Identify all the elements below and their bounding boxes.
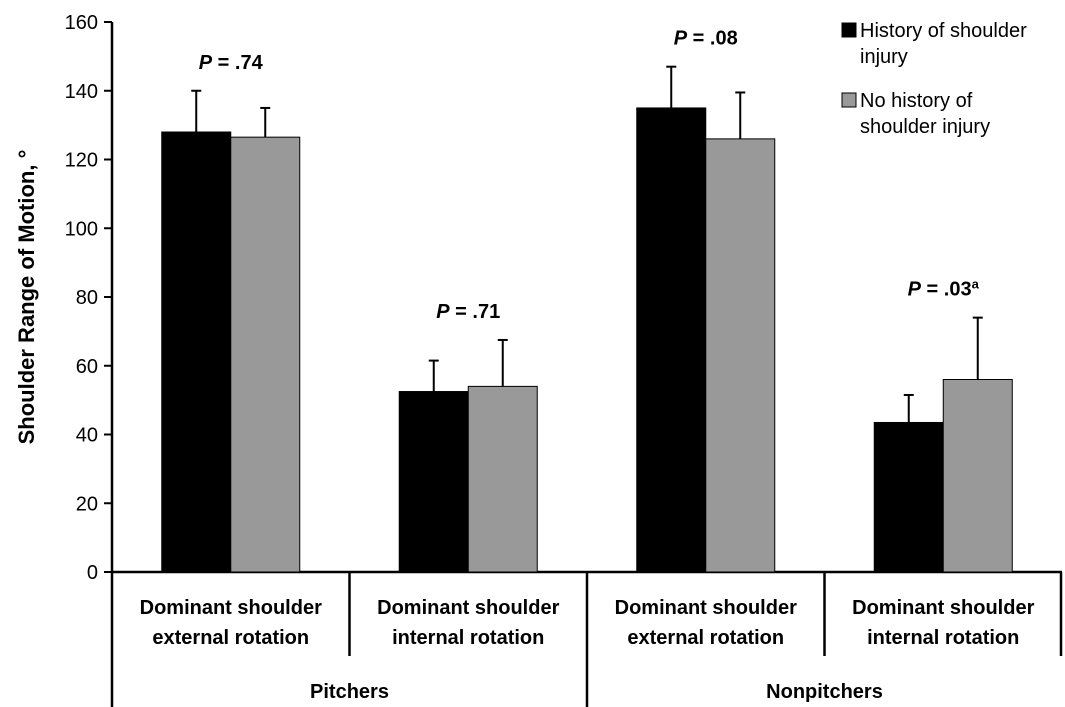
bar (161, 131, 232, 573)
category-label-line2: external rotation (152, 627, 309, 649)
y-axis-label: Shoulder Range of Motion, ° (14, 150, 39, 445)
y-tick-label: 160 (65, 12, 98, 34)
p-value-annotation: P = .71 (436, 301, 500, 323)
y-tick-label: 60 (76, 356, 98, 378)
y-tick-label: 140 (65, 81, 98, 103)
group-label: Pitchers (310, 681, 389, 703)
legend-label: shoulder injury (860, 116, 990, 138)
category-label-line1: Dominant shoulder (615, 597, 797, 619)
category-label-line2: internal rotation (867, 627, 1019, 649)
y-tick-label: 120 (65, 150, 98, 172)
y-tick-label: 80 (76, 287, 98, 309)
y-tick-label: 100 (65, 218, 98, 240)
p-value-annotation: P = .03a (908, 276, 980, 301)
legend-label: No history of (860, 90, 973, 112)
y-tick-label: 40 (76, 425, 98, 447)
y-tick-label: 20 (76, 493, 98, 515)
bar (942, 379, 1013, 573)
category-label-line2: external rotation (627, 627, 784, 649)
legend-swatch (841, 22, 857, 38)
bar (398, 391, 469, 573)
p-value-annotation: P = .08 (674, 28, 738, 50)
category-label-line1: Dominant shoulder (140, 597, 322, 619)
legend-swatch (841, 92, 857, 108)
bar (230, 136, 301, 573)
category-label-line2: internal rotation (392, 627, 544, 649)
group-label: Nonpitchers (766, 681, 883, 703)
y-tick-label: 0 (87, 562, 98, 584)
category-label-line1: Dominant shoulder (852, 597, 1034, 619)
p-value-annotation: P = .74 (199, 52, 264, 74)
bar (873, 421, 944, 573)
bar (636, 107, 707, 573)
category-label-line1: Dominant shoulder (377, 597, 559, 619)
bar (467, 385, 538, 573)
bar (705, 138, 776, 573)
legend-label: History of shoulder (860, 20, 1027, 42)
legend-label: injury (860, 46, 908, 68)
